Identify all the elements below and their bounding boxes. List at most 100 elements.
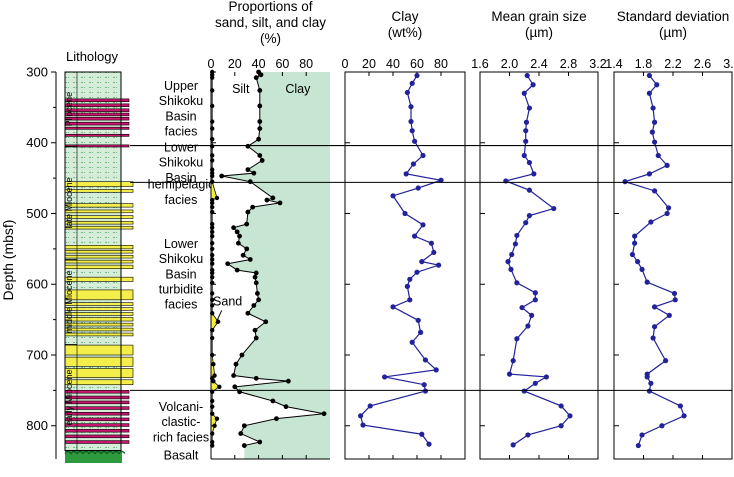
facies-label-line: clastic- bbox=[162, 415, 201, 429]
silt-clay-point bbox=[233, 361, 239, 367]
silt-clay-point bbox=[252, 327, 258, 333]
data-point bbox=[651, 139, 658, 145]
epoch-label: late Miocene bbox=[64, 177, 74, 228]
bed-magenta bbox=[64, 103, 130, 107]
silt-clay-point bbox=[274, 416, 279, 422]
data-point bbox=[524, 72, 530, 79]
sand-label-leader bbox=[215, 310, 223, 324]
lithology-bed bbox=[64, 116, 130, 121]
data-point bbox=[644, 374, 650, 380]
data-point bbox=[639, 432, 645, 438]
lithology-bed bbox=[64, 307, 134, 311]
bed-magenta bbox=[64, 112, 130, 117]
facies-label-line: Volcani- bbox=[159, 400, 203, 414]
facies-label-line: turbidite bbox=[159, 283, 204, 297]
data-point bbox=[530, 82, 536, 88]
data-point bbox=[558, 423, 564, 429]
lithology-bed bbox=[64, 103, 130, 107]
data-point bbox=[655, 152, 661, 159]
silt-clay-point bbox=[241, 423, 247, 429]
lithology-bed bbox=[64, 412, 130, 416]
lithology-bed bbox=[64, 108, 130, 112]
bed-yellow bbox=[64, 245, 134, 250]
bed-magenta bbox=[64, 121, 130, 126]
data-point bbox=[420, 152, 426, 159]
clay-label: Clay bbox=[285, 82, 311, 96]
bed-magenta bbox=[64, 108, 130, 112]
standard-deviation-panel: 1.4 1.8 2.2 2.6 3.0 Standard deviation(µm) bbox=[605, 9, 734, 460]
lithology-bed bbox=[64, 220, 134, 225]
data-point bbox=[418, 329, 424, 335]
data-point bbox=[523, 128, 529, 134]
data-point bbox=[433, 367, 439, 373]
lithology-bed bbox=[64, 209, 134, 214]
lithology-bed bbox=[64, 400, 130, 405]
facies-label-line: Lower bbox=[164, 237, 198, 251]
silt-clay-point bbox=[253, 335, 259, 341]
lithology-frame bbox=[64, 71, 122, 452]
bed-yellow bbox=[64, 368, 134, 378]
facies-label-line: Basin bbox=[165, 109, 196, 123]
panel-title-line: Mean grain size bbox=[491, 9, 586, 24]
bed-magenta bbox=[64, 428, 130, 433]
bed-yellow bbox=[64, 220, 134, 225]
silt-clay-point bbox=[245, 310, 251, 316]
data-point bbox=[649, 129, 655, 135]
x-tick-label: 3.0 bbox=[723, 57, 734, 71]
data-point bbox=[526, 105, 533, 111]
data-point bbox=[523, 220, 529, 226]
facies-label-line: facies bbox=[165, 125, 198, 139]
lithology-column: Pliocene late Miocene middle Miocene early … bbox=[64, 71, 134, 463]
data-point bbox=[390, 193, 396, 199]
silt-clay-point bbox=[259, 158, 265, 163]
data-point bbox=[438, 177, 444, 183]
data-point bbox=[635, 442, 641, 449]
data-point bbox=[646, 90, 653, 96]
data-point bbox=[426, 441, 432, 447]
x-tick-label: 20 bbox=[228, 57, 242, 71]
bed-yellow bbox=[64, 249, 134, 254]
lithology-bed bbox=[64, 434, 130, 439]
lithology-bed bbox=[64, 225, 134, 230]
data-point bbox=[651, 304, 658, 310]
silt-clay-point bbox=[277, 200, 283, 206]
facies-label: Lower Shikoku Basin bbox=[159, 140, 204, 184]
data-point bbox=[506, 371, 513, 377]
data-point bbox=[671, 290, 678, 297]
data-point bbox=[358, 413, 364, 419]
data-point bbox=[629, 251, 636, 258]
facies-label-line: hemipelagic bbox=[148, 178, 215, 192]
data-point bbox=[428, 240, 434, 246]
y-axis-label: Depth (mbsf) bbox=[0, 220, 16, 301]
panel-title: Mean grain size (µm) bbox=[491, 9, 586, 40]
bed-yellow bbox=[64, 307, 134, 311]
data-point bbox=[409, 128, 415, 134]
data-point bbox=[672, 297, 678, 303]
data-point bbox=[648, 219, 654, 225]
silt-clay-point bbox=[264, 197, 270, 203]
data-point bbox=[651, 324, 658, 330]
data-point bbox=[531, 171, 537, 177]
bed-magenta bbox=[64, 133, 130, 137]
facies-label: hemipelagic facies bbox=[148, 178, 215, 207]
panel-title-line: (%) bbox=[260, 31, 281, 46]
data-point bbox=[382, 374, 388, 380]
lithology-bed bbox=[64, 126, 130, 130]
silt-clay-point bbox=[257, 87, 263, 93]
data-point bbox=[509, 251, 515, 258]
lithology-bed bbox=[64, 215, 134, 219]
facies-label-line: Lower bbox=[164, 140, 198, 154]
lithology-bed bbox=[64, 249, 134, 254]
data-point bbox=[651, 188, 658, 194]
bed-yellow bbox=[64, 259, 134, 264]
silt-clay-point bbox=[257, 119, 263, 124]
depth-tick-label: 800 bbox=[26, 418, 48, 433]
bed-yellow bbox=[64, 327, 134, 332]
x-tick-label: 1.4 bbox=[605, 57, 622, 71]
x-tick-label: 1.6 bbox=[471, 57, 488, 71]
data-point bbox=[407, 297, 413, 303]
silt-clay-point bbox=[257, 103, 263, 109]
